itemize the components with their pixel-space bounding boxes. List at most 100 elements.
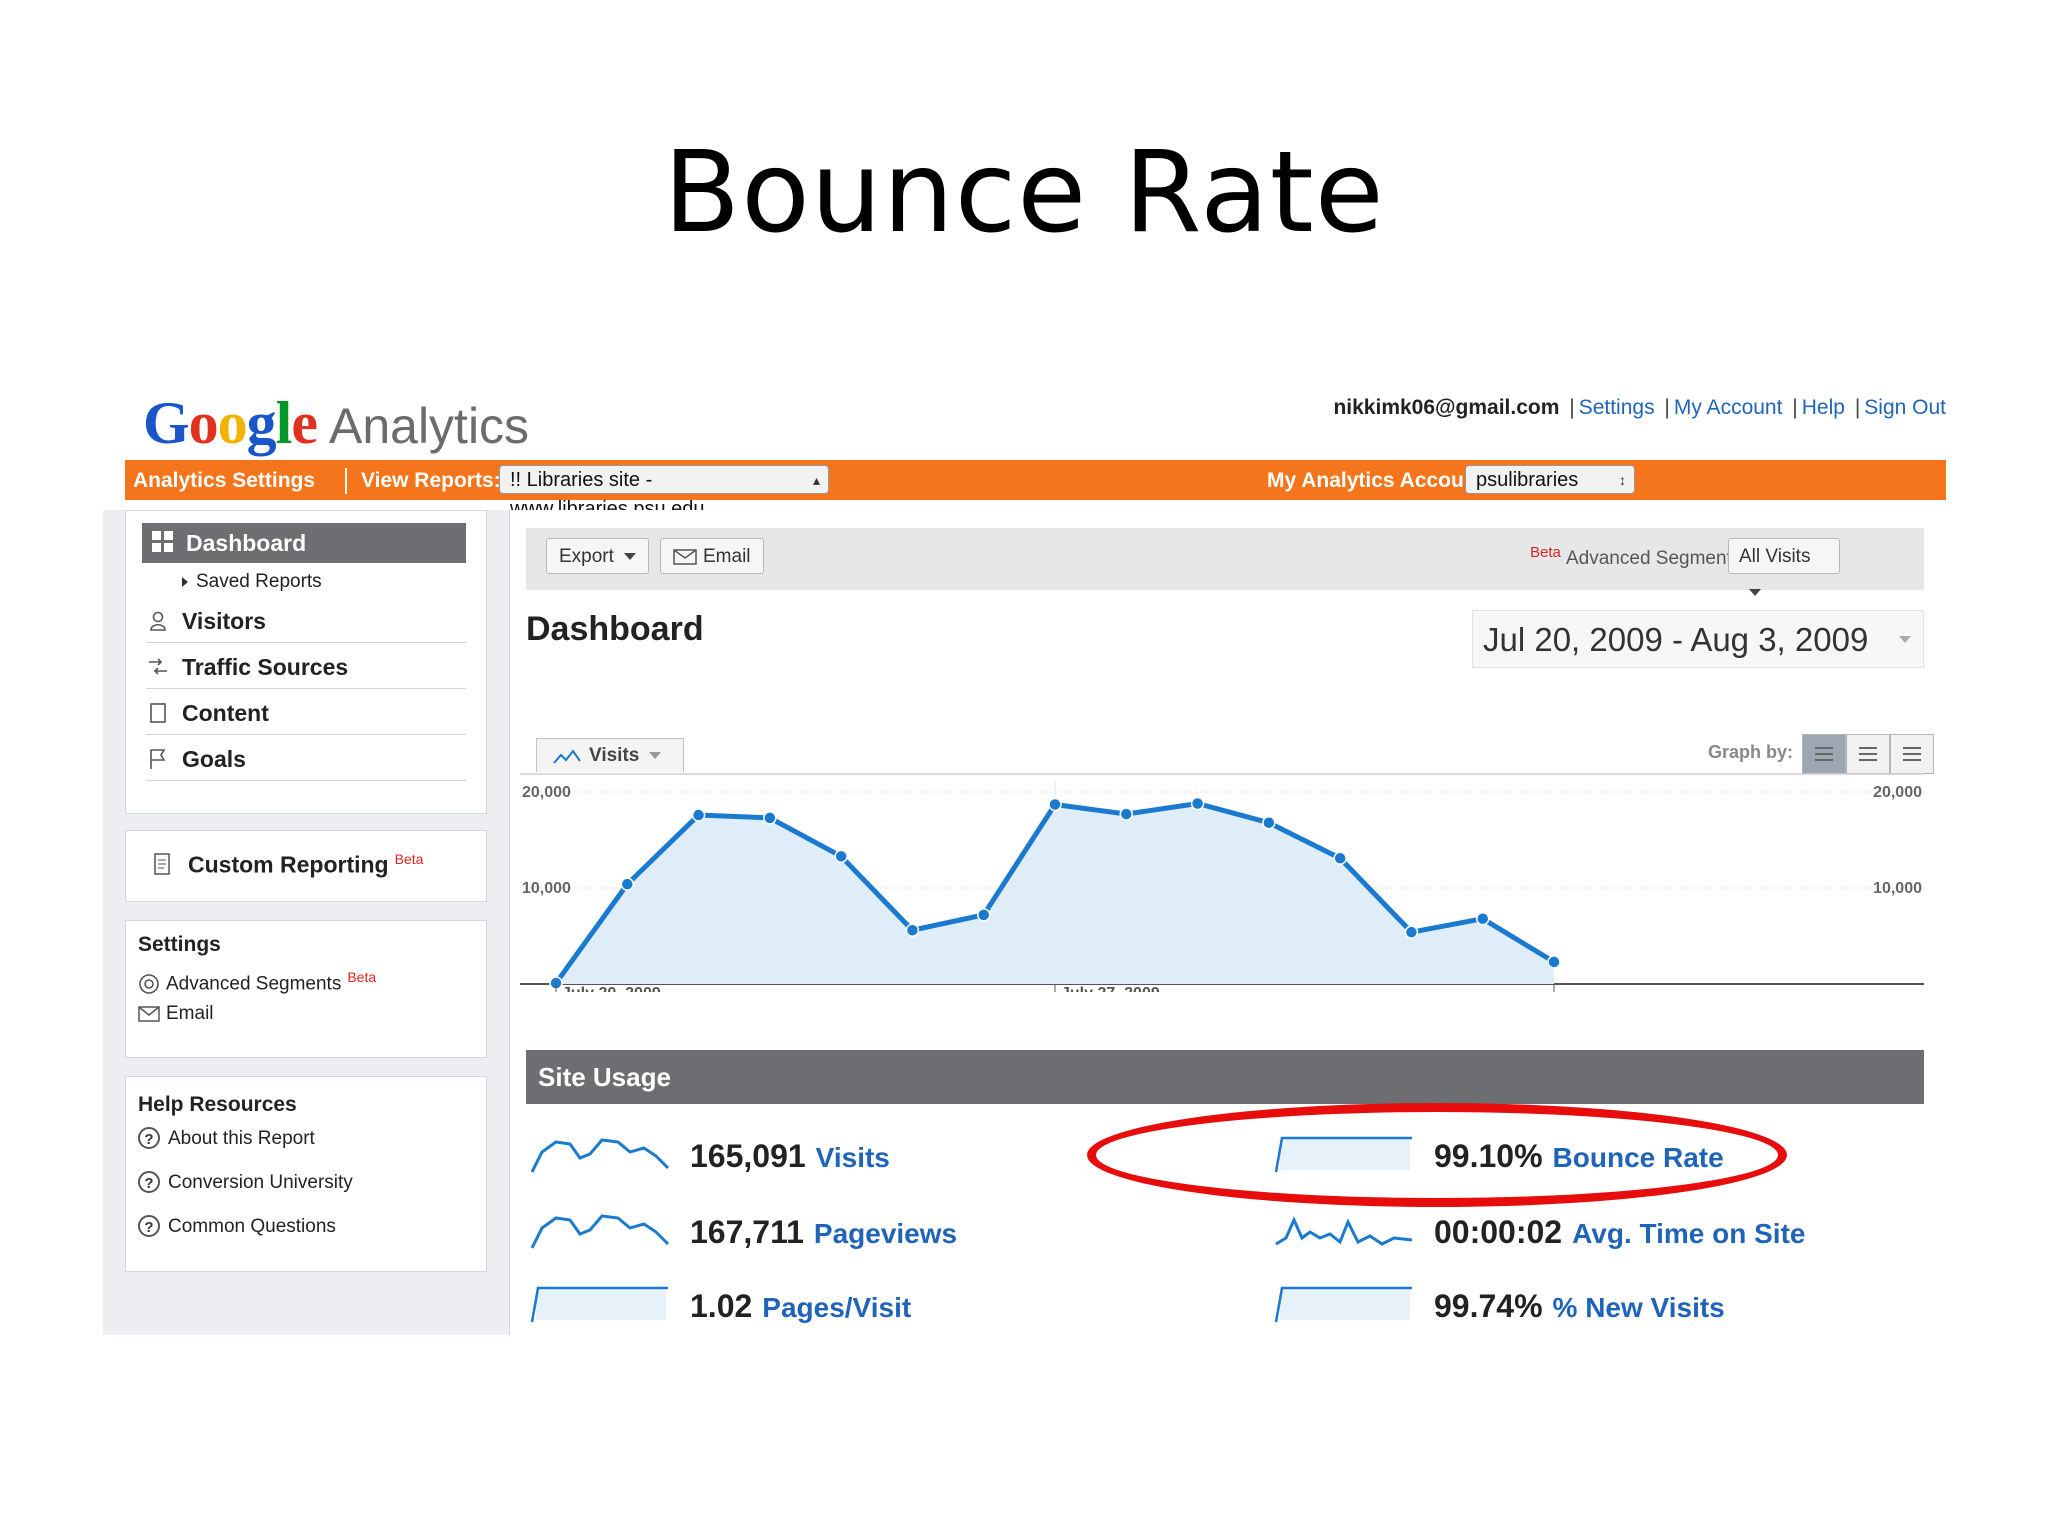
data-point <box>1262 815 1276 830</box>
settings-email-link[interactable]: Email <box>138 1003 214 1025</box>
new-visits-value: 99.74% <box>1434 1288 1543 1324</box>
page-title: Dashboard <box>526 610 704 648</box>
sidebar: Dashboard Saved Reports Visitors Traffic… <box>103 510 509 1335</box>
traffic-sources-label: Traffic Sources <box>182 654 349 680</box>
date-range-value: Jul 20, 2009 - Aug 3, 2009 <box>1483 621 1869 658</box>
common-questions-label: Common Questions <box>168 1216 336 1237</box>
data-point <box>1048 797 1062 812</box>
conversion-university-link[interactable]: ? Conversion University <box>138 1171 353 1194</box>
custom-reporting-label: Custom Reporting Beta <box>188 851 424 878</box>
person-icon <box>150 611 166 631</box>
visitors-label: Visitors <box>182 608 266 634</box>
settings-link[interactable]: Settings <box>1578 396 1655 419</box>
question-icon: ? <box>138 1171 160 1193</box>
profile-select[interactable]: !! Libraries site - www.libraries.psu.ed… <box>499 465 829 520</box>
view-reports-label: View Reports: <box>361 469 501 492</box>
visits-area <box>556 803 1554 984</box>
traffic-arrows-icon <box>149 658 167 675</box>
about-report-link[interactable]: ? About this Report <box>138 1127 315 1150</box>
line-chart-icon <box>553 749 581 764</box>
new-visits-metric-link[interactable]: % New Visits <box>1552 1292 1725 1323</box>
beta-badge: Beta <box>347 969 377 985</box>
logo-google-text: Google <box>143 390 318 456</box>
x-tick-label: July 20, 2009 <box>562 985 661 992</box>
account-select-value: psulibraries <box>1476 469 1579 491</box>
segments-value: All Visits <box>1739 546 1811 567</box>
bounce-rate-highlight-circle <box>1087 1103 1787 1207</box>
pageviews-metric-link[interactable]: Pageviews <box>813 1218 958 1249</box>
visits-metric-link[interactable]: Visits <box>815 1142 890 1173</box>
help-link[interactable]: Help <box>1801 396 1845 419</box>
segments-select[interactable]: All Visits <box>1728 538 1840 597</box>
visits-line-chart: 20,000 20,000 10,000 10,000 July 20, 2009 Ju… <box>520 773 1924 992</box>
chevron-down-icon <box>1899 636 1911 643</box>
segments-label: Advanced Segments: <box>1566 548 1747 569</box>
graph-by-label: Graph by: <box>1708 742 1794 762</box>
data-point <box>1547 955 1561 969</box>
select-arrows-icon: ↕ <box>1619 472 1626 488</box>
slide-title: Bounce Rate <box>663 128 1385 258</box>
new-visits-sparkline <box>1274 1286 1412 1323</box>
data-point <box>1475 911 1490 926</box>
saved-reports-link[interactable]: Saved Reports <box>182 571 322 593</box>
google-analytics-logo[interactable]: Google Analytics <box>143 388 529 458</box>
y-tick-label: 20,000 <box>1873 784 1922 801</box>
orange-nav-bar: Analytics Settings View Reports: !! Libr… <box>125 460 1946 520</box>
site-usage-header: Site Usage <box>526 1050 1924 1104</box>
data-point <box>763 811 777 825</box>
sidebar-item-content[interactable]: Content <box>146 691 466 735</box>
content-label: Content <box>182 700 269 726</box>
pageviews-sparkline <box>530 1214 670 1249</box>
beta-badge: Beta <box>1530 544 1561 561</box>
sidebar-item-goals[interactable]: Goals <box>146 737 466 781</box>
dashboard-icon <box>152 531 174 553</box>
advanced-segments-link[interactable]: Advanced Segments Beta <box>138 969 376 995</box>
data-point <box>905 923 920 937</box>
data-point <box>691 808 706 822</box>
common-questions-link[interactable]: ? Common Questions <box>138 1215 336 1238</box>
export-label: Export <box>559 546 614 567</box>
export-button[interactable]: Export <box>546 538 649 574</box>
graph-by-day-button[interactable] <box>1802 734 1846 774</box>
pageviews-value: 167,711 <box>690 1214 804 1250</box>
segments-icon <box>139 974 159 995</box>
chevron-down-icon <box>649 752 662 760</box>
chevron-down-icon <box>1749 589 1761 597</box>
y-tick-label: 10,000 <box>522 880 571 897</box>
my-account-link[interactable]: My Account <box>1673 396 1783 419</box>
analytics-screenshot: Google Analytics nikkimk06@gmail.com | Set… <box>103 376 1947 1356</box>
date-range-picker[interactable]: Jul 20, 2009 - Aug 3, 2009 <box>1472 610 1924 668</box>
x-tick-label: July 27, 2009 <box>1061 985 1160 992</box>
help-heading: Help Resources <box>138 1093 297 1116</box>
avg-time-sparkline <box>1275 1216 1413 1246</box>
visits-tab-label: Visits <box>589 745 640 766</box>
y-tick-label: 10,000 <box>1873 880 1922 897</box>
settings-heading: Settings <box>138 933 221 956</box>
triangle-right-icon <box>182 577 188 587</box>
account-select[interactable]: psulibraries ↕ <box>1465 465 1635 494</box>
envelope-icon <box>673 549 697 565</box>
report-doc-icon <box>154 853 170 875</box>
divider <box>345 468 347 494</box>
avg-time-metric-link[interactable]: Avg. Time on Site <box>1572 1218 1806 1249</box>
analytics-settings-link[interactable]: Analytics Settings <box>133 469 316 492</box>
chevron-down-icon <box>623 553 636 561</box>
metric-select-tab[interactable]: Visits <box>536 738 684 772</box>
question-icon: ? <box>138 1127 160 1149</box>
email-button[interactable]: Email <box>660 538 764 574</box>
pages-visit-sparkline <box>530 1286 668 1323</box>
data-point <box>1404 925 1419 939</box>
data-point <box>976 908 991 922</box>
sidebar-item-visitors[interactable]: Visitors <box>146 599 466 643</box>
pages-visit-metric-link[interactable]: Pages/Visit <box>762 1292 912 1323</box>
sidebar-item-traffic-sources[interactable]: Traffic Sources <box>146 645 466 689</box>
custom-reporting-panel[interactable]: Custom Reporting Beta <box>125 830 487 902</box>
conversion-university-label: Conversion University <box>168 1172 353 1193</box>
graph-by-month-button[interactable] <box>1890 734 1934 774</box>
sidebar-item-dashboard[interactable]: Dashboard <box>142 523 466 563</box>
help-resources-panel: Help Resources ? About this Report ? Conve… <box>125 1076 487 1272</box>
graph-by-week-button[interactable] <box>1846 734 1890 774</box>
sign-out-link[interactable]: Sign Out <box>1864 396 1946 419</box>
email-label: Email <box>703 546 751 567</box>
advanced-segments-label: Advanced Segments <box>166 973 342 995</box>
